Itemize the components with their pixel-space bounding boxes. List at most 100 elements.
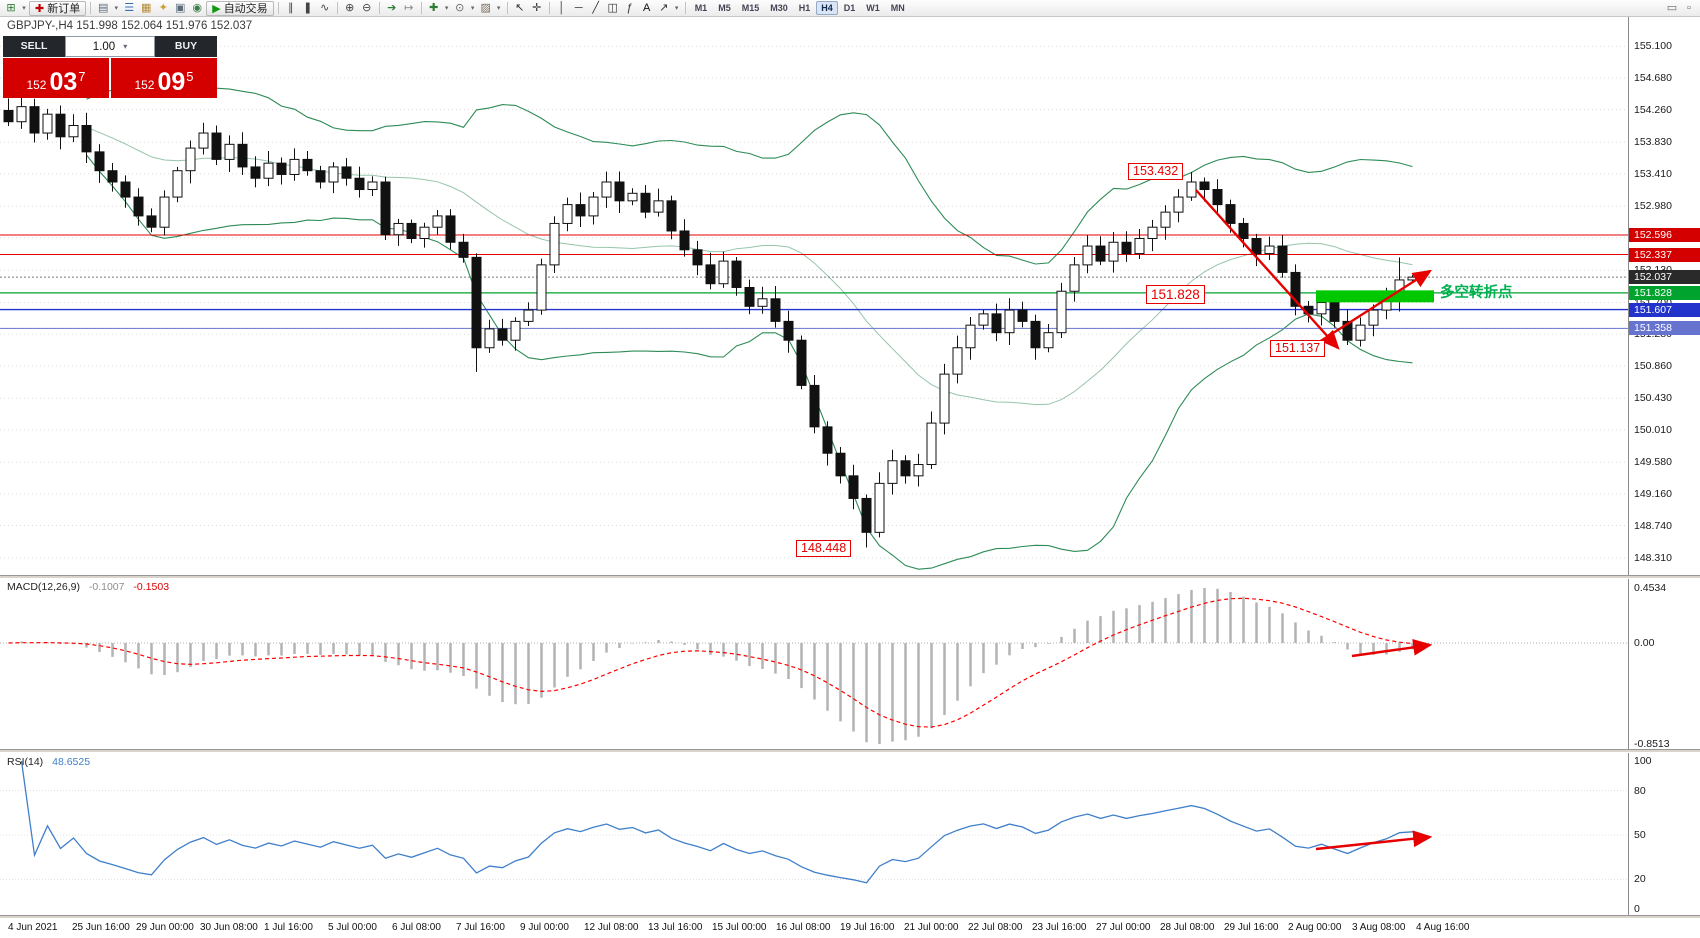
timeframe-mn[interactable]: MN xyxy=(890,3,905,13)
time-label: 30 Jun 08:00 xyxy=(200,922,258,933)
chart-header: GBPJPY-,H4 151.998 152.064 151.976 152.0… xyxy=(7,20,253,32)
bollinger-lower-band xyxy=(86,154,1413,570)
candlestick-chart-icon[interactable]: ❚ xyxy=(303,2,313,14)
volume-input[interactable]: 1.00 ▾ xyxy=(65,36,155,57)
time-label: 15 Jul 00:00 xyxy=(712,922,767,933)
toolbar-separator xyxy=(684,2,686,14)
price-tick-label: 153.830 xyxy=(1634,136,1672,149)
price-axis[interactable]: 155.100 154.680 154.260 153.830 153.410 152.9… xyxy=(1628,0,1700,938)
price-tick-label: 152.980 xyxy=(1634,200,1672,213)
panel-separator-rsi-time[interactable] xyxy=(0,915,1700,919)
templates-icon[interactable]: ▨ xyxy=(480,2,491,14)
fibonacci-icon[interactable]: ƒ xyxy=(626,2,633,14)
arrows-tool-icon[interactable]: ↗ xyxy=(659,2,669,14)
time-label: 12 Jul 08:00 xyxy=(584,922,639,933)
profiles-dropdown[interactable]: ▾ xyxy=(114,5,118,12)
chart-window-icon[interactable]: ▭ xyxy=(1666,2,1678,14)
docking-icon[interactable]: ▫ xyxy=(1687,2,1691,14)
horizontal-line-icon[interactable]: ─ xyxy=(574,2,583,14)
equidistant-channel-icon[interactable]: ◫ xyxy=(607,2,618,14)
timeframe-h4[interactable]: H4 xyxy=(816,1,838,15)
timeframe-m1[interactable]: M1 xyxy=(694,3,708,13)
time-label: 3 Aug 08:00 xyxy=(1352,922,1406,933)
price-label-peak[interactable]: 153.432 xyxy=(1128,163,1184,180)
sell-price-box[interactable]: 152 03 7 xyxy=(3,58,109,98)
macd-histogram xyxy=(20,588,1414,744)
toolbar-separator xyxy=(506,2,508,14)
periods-icon[interactable]: ⊙ xyxy=(455,2,465,14)
autotrading-button[interactable]: ▶ 自动交易 xyxy=(206,0,274,16)
toolbar-separator xyxy=(548,2,550,14)
new-chart-dropdown[interactable]: ▾ xyxy=(22,5,26,12)
rsi-axis-label: 80 xyxy=(1634,784,1646,797)
indicators-icon[interactable]: ✚ xyxy=(429,2,439,14)
periods-dropdown[interactable]: ▾ xyxy=(470,5,475,12)
terminal-icon[interactable]: ▣ xyxy=(175,2,186,14)
price-tick-label: 154.260 xyxy=(1634,103,1672,116)
buy-button[interactable]: BUY xyxy=(155,36,217,57)
cursor-icon[interactable]: ↖ xyxy=(515,2,525,14)
turning-point-zone[interactable] xyxy=(1316,290,1434,303)
price-label-low[interactable]: 151.137 xyxy=(1270,340,1326,357)
time-label: 7 Jul 16:00 xyxy=(456,922,505,933)
templates-dropdown[interactable]: ▾ xyxy=(496,5,501,12)
timeframe-m15[interactable]: M15 xyxy=(741,3,760,13)
price-tick-label: 150.430 xyxy=(1634,392,1672,405)
candlesticks xyxy=(3,97,1418,548)
timeframe-w1[interactable]: W1 xyxy=(866,3,880,13)
turning-point-text[interactable]: 多空转折点 xyxy=(1440,285,1513,301)
price-tag: 152.596 xyxy=(1629,228,1700,243)
chart-shift-icon[interactable]: ↦ xyxy=(404,2,414,14)
trendline-icon[interactable]: ╱ xyxy=(592,2,599,14)
volume-dropdown-icon[interactable]: ▾ xyxy=(123,42,128,51)
text-label-icon[interactable]: A xyxy=(643,2,651,14)
new-chart-icon[interactable]: ⊞ xyxy=(6,2,16,14)
autotrading-button-icon: ▶ xyxy=(212,2,221,15)
line-chart-icon[interactable]: ∿ xyxy=(320,2,330,14)
sell-button[interactable]: SELL xyxy=(3,36,65,57)
price-tick-label: 149.580 xyxy=(1634,456,1672,469)
timeframe-m30[interactable]: M30 xyxy=(770,3,788,13)
autotrading-button-label: 自动交易 xyxy=(223,3,268,15)
time-label: 21 Jul 00:00 xyxy=(904,922,959,933)
bar-chart-icon[interactable]: ∥ xyxy=(287,2,294,14)
time-label: 6 Jul 08:00 xyxy=(392,922,441,933)
price-tick-label: 155.100 xyxy=(1634,40,1672,53)
timeframe-h1[interactable]: H1 xyxy=(798,3,811,13)
timeframe-m5[interactable]: M5 xyxy=(718,3,731,13)
crosshair-icon[interactable]: ✛ xyxy=(532,2,542,14)
vertical-line-icon[interactable]: │ xyxy=(558,2,566,14)
sell-price-base: 152 xyxy=(26,78,47,92)
price-tick-label: 150.010 xyxy=(1634,423,1672,436)
price-label-bottom[interactable]: 148.448 xyxy=(796,540,852,557)
zoom-in-icon[interactable]: ⊕ xyxy=(345,2,355,14)
timeframe-d1[interactable]: D1 xyxy=(843,3,856,13)
price-tick-label: 150.860 xyxy=(1634,359,1672,372)
profiles-icon[interactable]: ▤ xyxy=(98,2,109,14)
navigator-icon[interactable]: ✦ xyxy=(158,2,168,14)
macd-signal-line xyxy=(8,597,1413,728)
indicators-dropdown[interactable]: ▾ xyxy=(444,5,449,12)
time-axis[interactable]: 4 Jun 2021 25 Jun 16:00 29 Jun 00:00 30 Jun… xyxy=(0,919,1700,938)
new-order-button-label: 新订单 xyxy=(47,3,81,15)
data-window-icon[interactable]: ▦ xyxy=(141,2,152,14)
auto-scroll-icon[interactable]: ➔ xyxy=(387,2,397,14)
zoom-out-icon[interactable]: ⊖ xyxy=(362,2,372,14)
arrows-dropdown[interactable]: ▾ xyxy=(674,5,679,12)
new-order-button[interactable]: ✚ 新订单 xyxy=(29,0,87,16)
price-tag: 152.337 xyxy=(1629,247,1700,262)
buy-price-base: 152 xyxy=(134,78,155,92)
strategy-tester-icon[interactable]: ◉ xyxy=(192,2,203,14)
chart-area[interactable] xyxy=(0,0,1628,919)
market-watch-icon[interactable]: ☰ xyxy=(124,2,135,14)
horizontal-level-lines xyxy=(0,234,1628,329)
panel-separator-macd-rsi[interactable] xyxy=(0,749,1700,753)
rsi-axis-label: 100 xyxy=(1634,755,1652,767)
sell-price-pips: 03 xyxy=(49,68,78,96)
time-label: 19 Jul 16:00 xyxy=(840,922,895,933)
buy-price-box[interactable]: 152 09 5 xyxy=(111,58,217,98)
panel-separator-main-macd[interactable] xyxy=(0,575,1700,579)
macd-signal-value: -0.1503 xyxy=(133,581,170,593)
toolbar: ⊞ ▾ ✚ 新订单 ▤ ▾ ☰ ▦ ✦ ▣ ◉ ▶ 自动交易 ∥ ❚ ∿ ⊕ ⊖ ➔ ↦ ✚ ▾ ⊙ ▾ ▨ ▾ ↖ ✛ │ ─ ╱ ◫ ƒ A ↗… xyxy=(0,0,1700,17)
price-label-support[interactable]: 151.828 xyxy=(1146,285,1205,304)
